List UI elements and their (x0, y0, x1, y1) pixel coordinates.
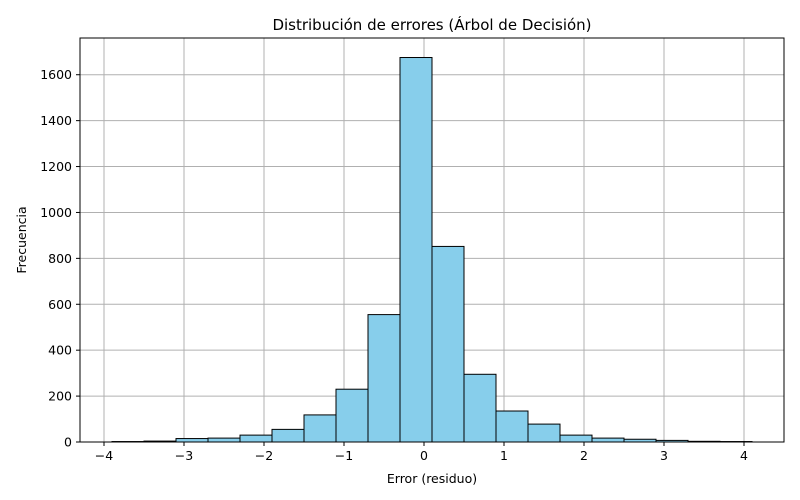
histogram-bar (239, 434, 273, 443)
x-tick-label: 2 (580, 448, 588, 463)
x-tick-label: 0 (420, 448, 428, 463)
histogram-bar (335, 388, 369, 443)
y-tick-label: 200 (48, 389, 72, 404)
x-axis-ticks: −4 −3 −2 −1 0 1 2 3 4 (95, 442, 748, 463)
y-tick-label: 1400 (40, 113, 72, 128)
x-tick-label: −1 (335, 448, 353, 463)
plot-frame (79, 37, 785, 443)
histogram-bar (431, 245, 465, 443)
histogram-bar (463, 373, 497, 443)
y-axis-label: Frecuencia (14, 206, 29, 273)
histogram-bar (271, 428, 305, 443)
x-tick-label: −2 (255, 448, 273, 463)
histogram-bar (207, 437, 241, 443)
y-tick-label: 1600 (40, 67, 72, 82)
y-tick-label: 600 (48, 297, 72, 312)
histogram-bar (175, 438, 209, 443)
y-axis-ticks: 0 200 400 600 800 1000 1200 1400 1600 (40, 67, 80, 450)
histogram-bar (495, 410, 529, 443)
histogram-bar (303, 414, 337, 443)
chart-title: Distribución de errores (Árbol de Decisi… (272, 15, 591, 34)
histogram-bar (367, 314, 401, 443)
y-tick-label: 800 (48, 251, 72, 266)
x-tick-label: 1 (500, 448, 508, 463)
y-tick-label: 1200 (40, 159, 72, 174)
histogram-bar (527, 423, 561, 443)
histogram-bar (399, 57, 433, 443)
histogram-bar (591, 437, 625, 443)
x-tick-label: 4 (740, 448, 748, 463)
y-tick-label: 1000 (40, 205, 72, 220)
y-tick-label: 400 (48, 343, 72, 358)
x-tick-label: −4 (95, 448, 113, 463)
x-tick-label: −3 (175, 448, 193, 463)
x-axis-label: Error (residuo) (387, 471, 477, 486)
x-tick-label: 3 (660, 448, 668, 463)
y-tick-label: 0 (64, 435, 72, 450)
histogram-bar (559, 434, 593, 443)
